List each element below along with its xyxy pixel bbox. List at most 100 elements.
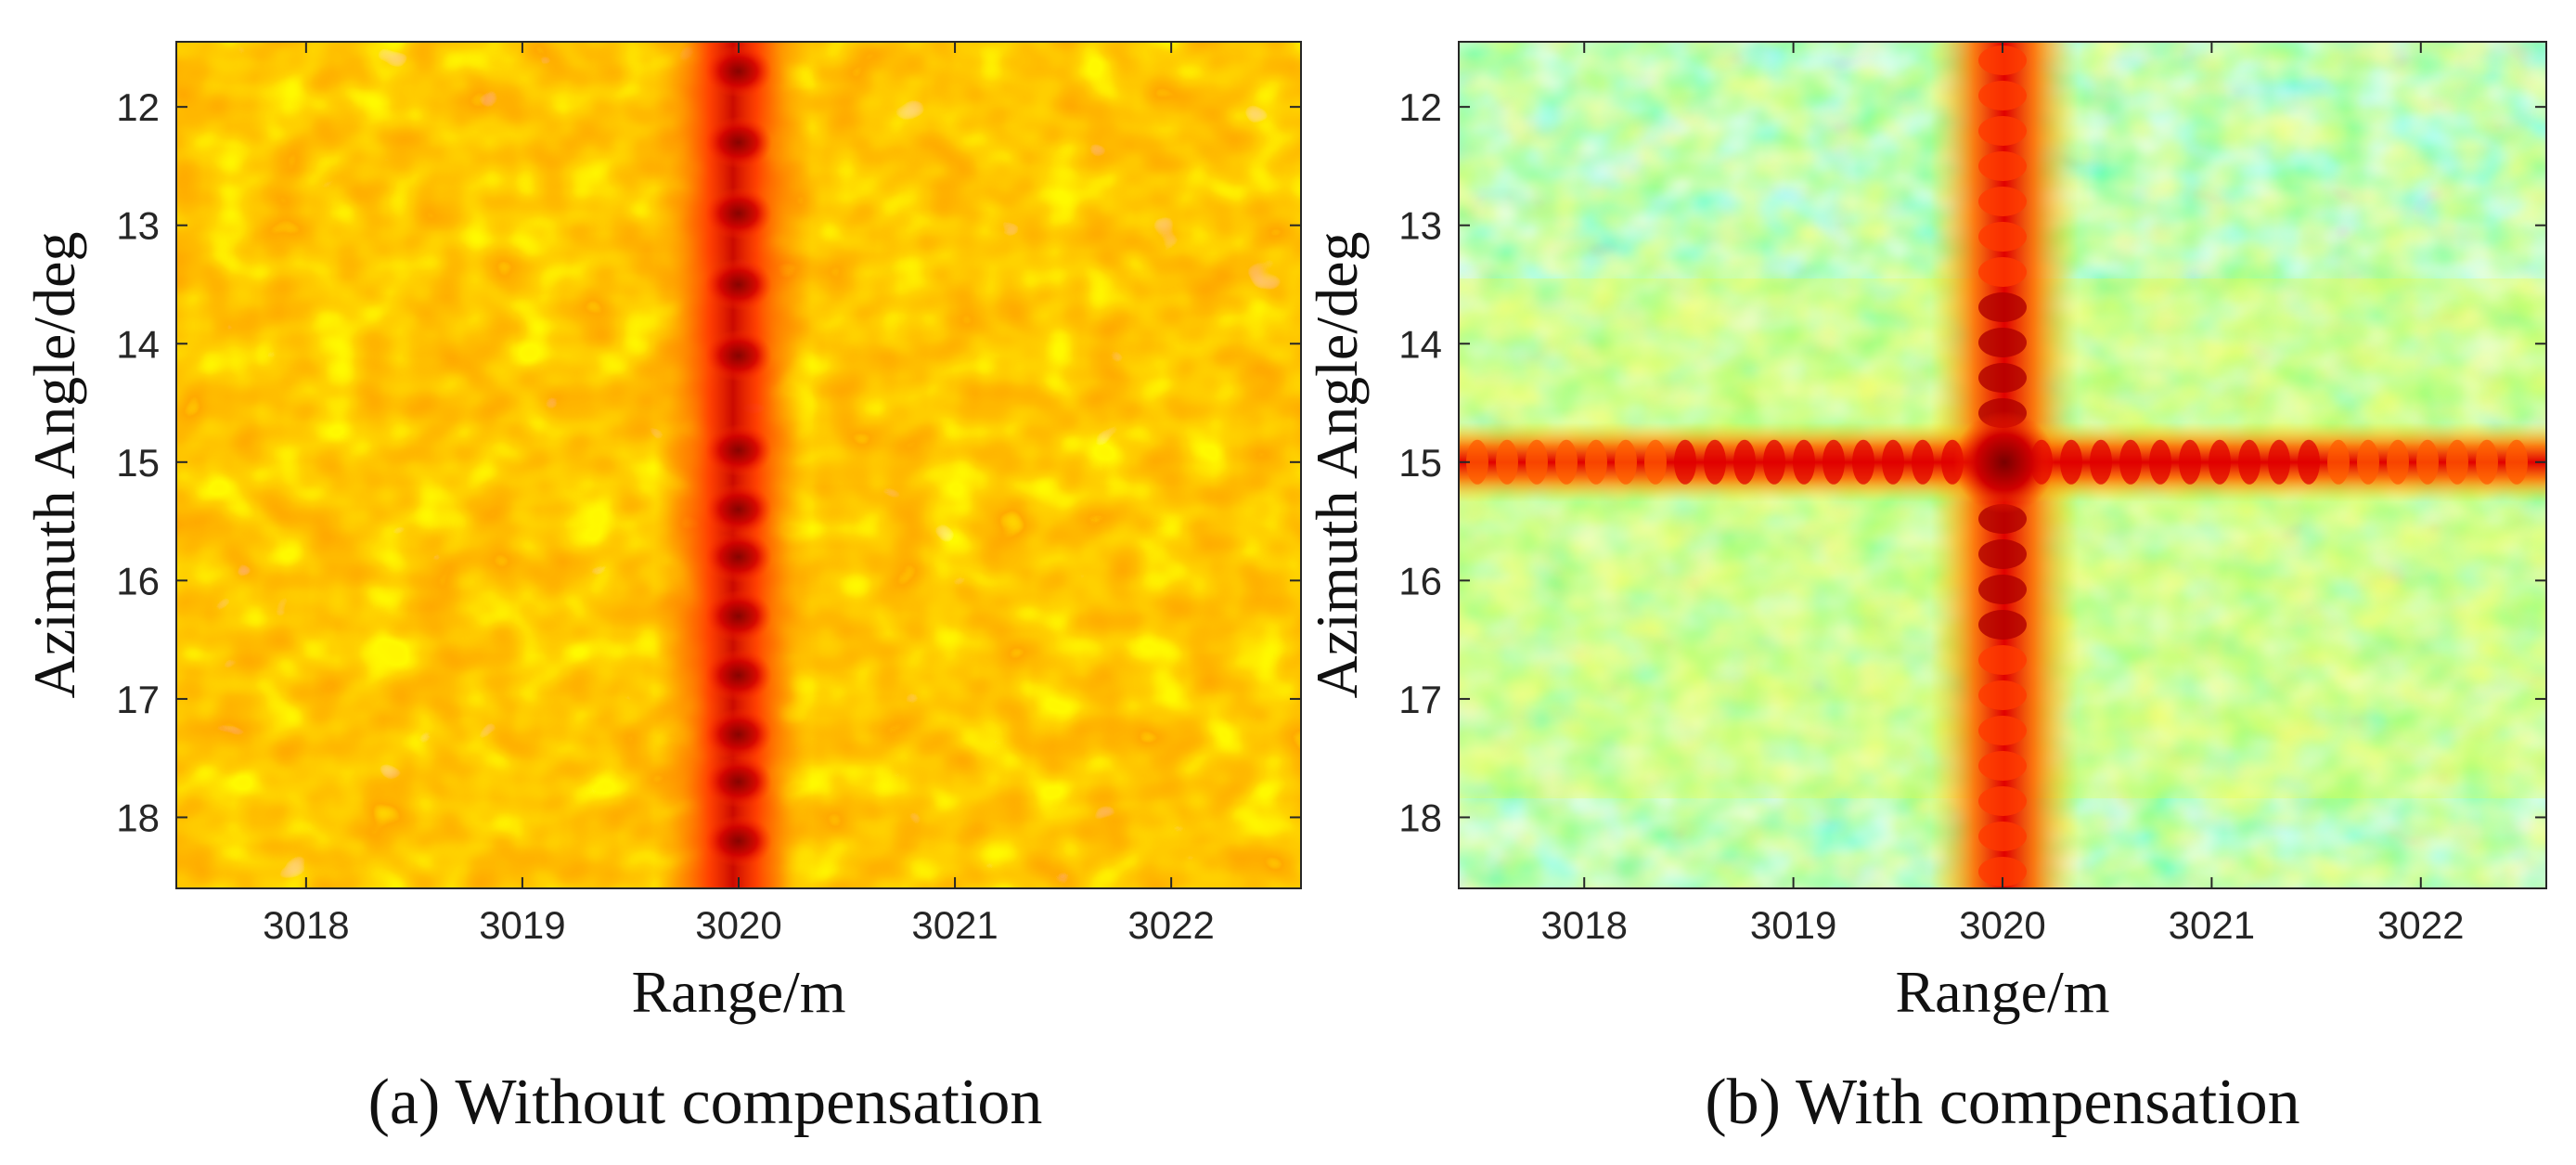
heatmap-b-range-sidelobe: [1526, 439, 1548, 485]
y-tick-label: 15: [1398, 441, 1442, 485]
heatmap-b-range-sidelobe: [2476, 439, 2498, 485]
heatmap-b-range-sidelobe: [1585, 439, 1607, 485]
heatmap-b-range-sidelobe: [2446, 439, 2468, 485]
x-tick-label: 3020: [1959, 903, 2045, 947]
heatmap-a-peak: [705, 814, 772, 867]
panel-b: 3018 3019 3020 3021 3022 12 13 14 15 16 17 18 Range…: [1304, 41, 2547, 1138]
heatmap-b-range-sidelobe: [2357, 439, 2379, 485]
heatmap-b-azimuth-sidelobe: [1978, 222, 2027, 252]
axes-a-xlabel: Range/m: [631, 959, 845, 1025]
heatmap-b-range-sidelobe: [2327, 439, 2350, 485]
heatmap-b-range-sidelobe: [2387, 439, 2409, 485]
heatmap-b-range-sidelobe: [1615, 439, 1637, 485]
axes-a-ticks: 3018 3019 3020 3021 3022 12 13 14 15 16 17 18: [116, 42, 1301, 947]
x-tick-label: 3020: [695, 903, 781, 947]
heatmap-b-range-sidelobe: [1733, 439, 1756, 485]
heatmap-b-range-sidelobe: [2298, 439, 2320, 485]
heatmap-a-peak: [705, 116, 772, 169]
heatmap-b-range-sidelobe: [1852, 439, 1874, 485]
heatmap-a: [176, 42, 1301, 888]
y-tick-label: 16: [1398, 559, 1442, 602]
y-tick-label: 14: [1398, 322, 1442, 366]
heatmap-b-azimuth-sidelobe: [1978, 539, 2027, 569]
heatmap-b-azimuth-sidelobe: [1978, 857, 2027, 887]
heatmap-a-peak: [705, 330, 772, 382]
heatmap-a-peak: [705, 258, 772, 311]
y-tick-label: 18: [116, 796, 160, 839]
heatmap-b-azimuth-sidelobe: [1978, 822, 2027, 851]
heatmap-a-peak: [705, 483, 772, 536]
heatmap-a-peak: [705, 530, 772, 583]
caption-a: (a) Without compensation: [368, 1067, 1043, 1138]
y-tick-label: 18: [1398, 796, 1442, 839]
heatmap-b-range-sidelobe: [2179, 439, 2201, 485]
heatmap-b-azimuth-sidelobe: [1978, 116, 2027, 146]
heatmap-a-peak: [705, 424, 772, 477]
heatmap-a-peak: [705, 187, 772, 239]
heatmap-b-range-sidelobe: [1704, 439, 1726, 485]
heatmap-b-azimuth-sidelobe: [1978, 187, 2027, 216]
heatmap-b-azimuth-sidelobe: [1978, 81, 2027, 110]
x-tick-label: 3018: [1541, 903, 1628, 947]
heatmap-b-range-sidelobe: [2505, 439, 2528, 485]
heatmap-b-azimuth-sidelobe: [1978, 610, 2027, 640]
heatmap-b-azimuth-sidelobe: [1978, 328, 2027, 357]
heatmap-b: [1459, 42, 2546, 888]
y-tick-label: 12: [116, 85, 160, 129]
axes-b-xlabel: Range/m: [1895, 959, 2109, 1025]
heatmap-b-target-peak: [1953, 411, 2055, 513]
heatmap-a-peaks: [705, 45, 772, 867]
axes-a-ylabel: Azimuth Angle/deg: [21, 231, 87, 698]
heatmap-b-range-sidelobe: [2090, 439, 2112, 485]
heatmap-b-azimuth-sidelobe: [1978, 257, 2027, 287]
panel-a: 3018 3019 3020 3021 3022 12 13 14 15 16 17 18 Range…: [21, 41, 1302, 1138]
heatmap-b-range-sidelobe: [2119, 439, 2142, 485]
x-tick-label: 3021: [2169, 903, 2255, 947]
heatmap-b-azimuth-sidelobe: [1978, 751, 2027, 781]
heatmap-b-range-sidelobe: [2416, 439, 2439, 485]
heatmap-b-range-sidelobe: [2268, 439, 2290, 485]
heatmap-b-azimuth-sidelobe: [1978, 151, 2027, 181]
heatmap-a-peak: [705, 45, 772, 97]
heatmap-b-azimuth-sidelobe: [1978, 645, 2027, 675]
heatmap-a-peak: [705, 708, 772, 761]
caption-b: (b) With compensation: [1705, 1067, 2299, 1138]
heatmap-b-azimuth-sidelobe: [1978, 292, 2027, 322]
heatmap-b-azimuth-sidelobe: [1978, 716, 2027, 745]
heatmap-a-peak: [705, 589, 772, 642]
x-tick-label: 3018: [263, 903, 349, 947]
heatmap-b-range-sidelobe: [1555, 439, 1578, 485]
y-tick-label: 13: [1398, 204, 1442, 248]
x-tick-label: 3022: [2377, 903, 2464, 947]
x-tick-label: 3021: [911, 903, 998, 947]
heatmap-b-range-sidelobe: [2238, 439, 2260, 485]
heatmap-b-azimuth-sidelobe: [1978, 786, 2027, 816]
heatmap-b-range-sidelobe: [1466, 439, 1488, 485]
y-tick-label: 17: [116, 678, 160, 721]
axes-b-ylabel: Azimuth Angle/deg: [1304, 231, 1370, 698]
heatmap-b-azimuth-sidelobe: [1978, 45, 2027, 75]
heatmap-b-range-sidelobe: [1763, 439, 1785, 485]
heatmap-b-range-sidelobe: [1644, 439, 1667, 485]
heatmap-b-range-sidelobe: [1674, 439, 1696, 485]
heatmap-b-range-sidelobe: [1823, 439, 1845, 485]
x-tick-label: 3019: [479, 903, 565, 947]
heatmap-b-range-sidelobe: [1882, 439, 1904, 485]
heatmap-b-range-sidelobe: [1496, 439, 1518, 485]
y-tick-label: 15: [116, 441, 160, 485]
heatmap-b-azimuth-sidelobe: [1978, 575, 2027, 604]
heatmap-b-range-sidelobe: [2149, 439, 2171, 485]
heatmap-b-sidelobes: [1466, 45, 2528, 887]
x-tick-label: 3022: [1127, 903, 1214, 947]
heatmap-b-range-sidelobe: [2060, 439, 2082, 485]
x-tick-label: 3019: [1750, 903, 1836, 947]
heatmap-b-azimuth-sidelobe: [1978, 363, 2027, 393]
heatmap-b-range-sidelobe: [2209, 439, 2231, 485]
heatmap-a-peak: [705, 649, 772, 702]
heatmap-b-range-sidelobe: [1793, 439, 1815, 485]
heatmap-a-peak: [705, 756, 772, 809]
y-tick-label: 17: [1398, 678, 1442, 721]
y-tick-label: 13: [116, 204, 160, 248]
y-tick-label: 16: [116, 559, 160, 602]
